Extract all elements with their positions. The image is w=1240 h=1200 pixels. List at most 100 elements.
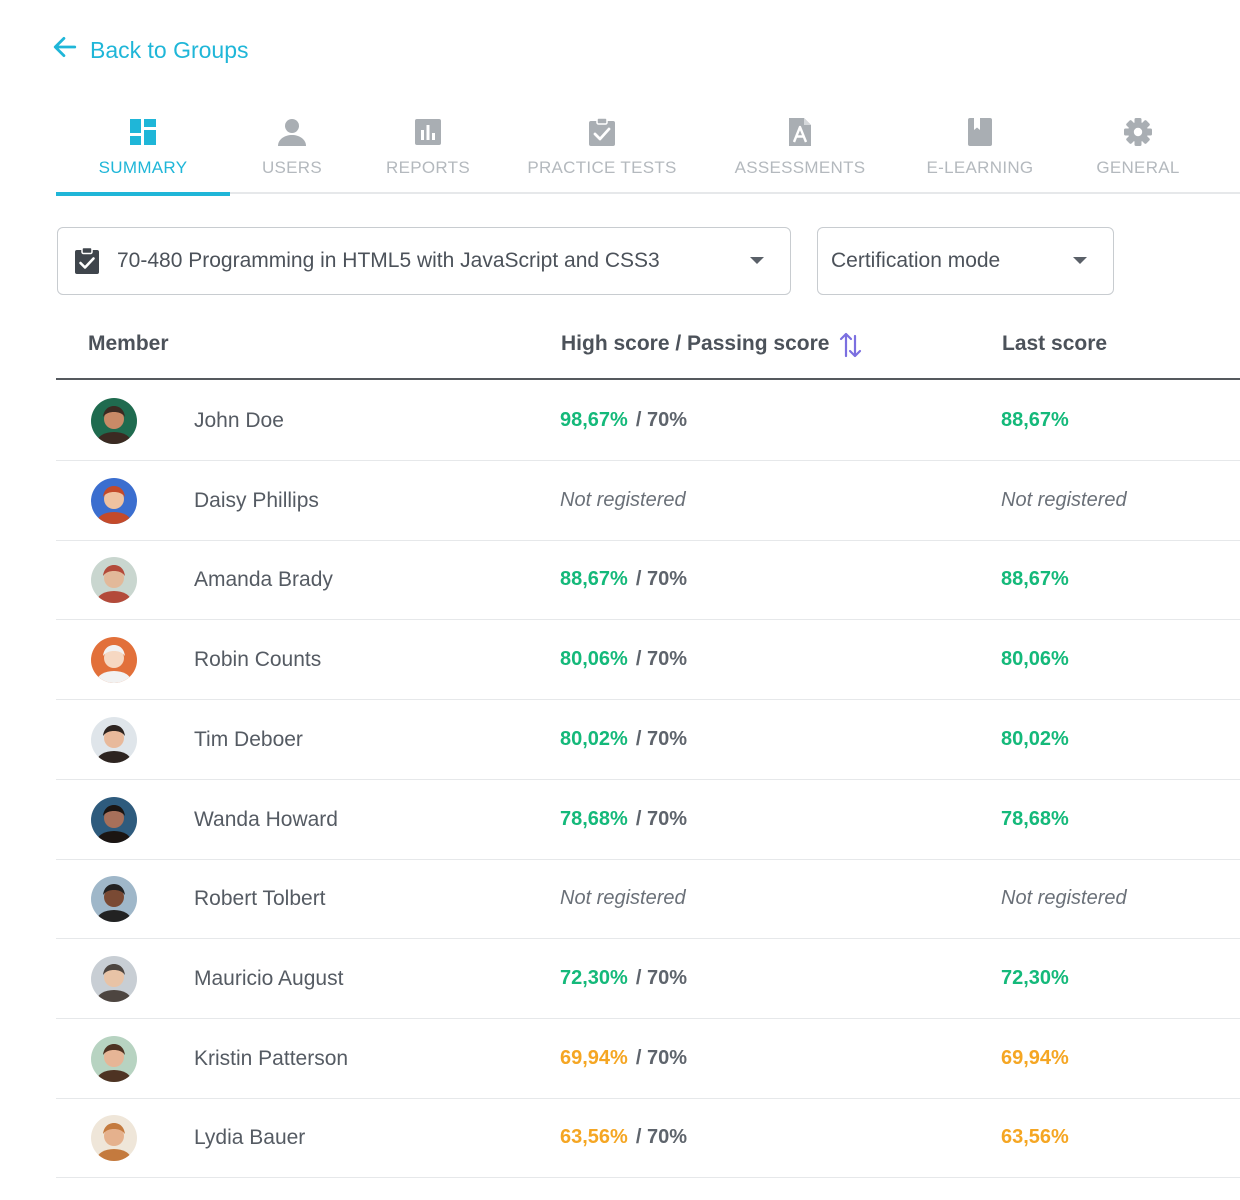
tab-summary[interactable]: SUMMARY (56, 108, 230, 196)
score-column-header[interactable]: High score / Passing score (561, 332, 830, 355)
last-score-value: Not registered (1001, 488, 1127, 511)
last-score-value: 78,68% (1001, 807, 1069, 830)
bar-chart-icon (412, 116, 444, 148)
tab-label: USERS (261, 158, 323, 177)
avatar (91, 1035, 137, 1082)
chevron-down-icon (1073, 257, 1087, 264)
avatar (91, 955, 137, 1002)
tab-general[interactable]: GENERAL (1092, 108, 1184, 194)
passing-score-value: / 70% (635, 1046, 687, 1069)
high-score-value: 69,94% (560, 1046, 628, 1069)
score-cell: 98,67% / 70% (560, 409, 687, 432)
last-score-value: 88,67% (1001, 568, 1069, 591)
avatar (91, 796, 137, 843)
high-score-value: 72,30% (560, 966, 628, 989)
avatar (91, 557, 137, 604)
arrow-left-icon (52, 34, 78, 66)
tab-label: GENERAL (1096, 158, 1180, 177)
table-row[interactable]: Tim Deboer 80,02% / 70% 80,02% (56, 700, 1240, 780)
last-score-value: 63,56% (1001, 1126, 1069, 1149)
gear-icon (1122, 116, 1154, 148)
high-score-value: 88,67% (560, 568, 628, 591)
back-link-label: Back to Groups (90, 36, 249, 63)
passing-score-value: / 70% (635, 807, 687, 830)
passing-score-value: / 70% (635, 1126, 687, 1149)
member-name: Tim Deboer (194, 727, 303, 751)
book-icon (964, 116, 996, 148)
table-row[interactable]: John Doe 98,67% / 70% 88,67% (56, 381, 1240, 461)
table-row[interactable]: Robert Tolbert Not registered Not register… (56, 859, 1240, 940)
exam-select[interactable]: 70-480 Programming in HTML5 with JavaScr… (57, 227, 791, 295)
table-row[interactable]: Wanda Howard 78,68% / 70% 78,68% (56, 780, 1240, 860)
member-name: Daisy Phillips (194, 488, 319, 512)
passing-score-value: / 70% (635, 966, 687, 989)
clipboard-check-icon (74, 246, 100, 281)
score-cell: 69,94% / 70% (560, 1047, 687, 1070)
tab-assessments[interactable]: ASSESSMENTS (726, 108, 874, 194)
member-name: John Doe (194, 409, 284, 432)
score-cell: 72,30% / 70% (560, 967, 687, 990)
member-name: Kristin Patterson (194, 1046, 349, 1070)
score-cell: 63,56% / 70% (560, 1126, 687, 1149)
high-score-value: 63,56% (560, 1126, 628, 1149)
passing-score-value: / 70% (635, 648, 687, 671)
last-score-value: 80,02% (1001, 727, 1069, 750)
last-score-value: 88,67% (1001, 409, 1069, 431)
sort-arrows-icon[interactable] (838, 330, 864, 360)
last-score-value: Not registered (1001, 887, 1127, 910)
member-name: Robin Counts (194, 648, 322, 672)
back-to-groups-link[interactable]: Back to Groups (52, 34, 249, 66)
table-row[interactable]: Kristin Patterson 69,94% / 70% 69,94% (56, 1019, 1240, 1099)
member-name: Robert Tolbert (194, 887, 326, 911)
high-score-value: 98,67% (560, 409, 628, 431)
member-name: Amanda Brady (194, 568, 333, 592)
score-cell: 88,67% / 70% (560, 568, 687, 591)
avatar (91, 876, 137, 923)
avatar (91, 1115, 137, 1162)
high-score-value: 78,68% (560, 807, 628, 830)
member-name: Wanda Howard (194, 807, 338, 831)
mode-select-value: Certification mode (831, 249, 1001, 272)
last-score-value: 80,06% (1001, 648, 1069, 671)
score-cell: 78,68% / 70% (560, 808, 687, 831)
tab-label: ASSESSMENTS (734, 158, 866, 177)
tab-reports[interactable]: REPORTS (378, 108, 478, 194)
tab-label: E-LEARNING (926, 158, 1034, 177)
tab-practice-tests[interactable]: PRACTICE TESTS (526, 108, 678, 194)
high-score-value: 80,02% (560, 727, 628, 750)
table-row[interactable]: Amanda Brady 88,67% / 70% 88,67% (56, 540, 1240, 621)
avatar (91, 716, 137, 763)
member-column-header: Member (88, 332, 169, 355)
avatar (91, 477, 137, 524)
avatar (91, 398, 137, 444)
score-cell: 80,02% / 70% (560, 728, 687, 751)
document-a-icon (784, 116, 816, 148)
table-row[interactable]: Daisy Phillips Not registered Not register… (56, 461, 1240, 541)
mode-select[interactable]: Certification mode (817, 227, 1114, 295)
clipboard-check-icon (586, 116, 618, 148)
last-score-value: 72,30% (1001, 966, 1069, 989)
user-icon (276, 116, 308, 148)
high-score-value: Not registered (560, 887, 686, 910)
exam-select-value: 70-480 Programming in HTML5 with JavaScr… (117, 249, 660, 272)
tab-e-learning[interactable]: E-LEARNING (920, 108, 1040, 194)
table-row[interactable]: Mauricio August 72,30% / 70% 72,30% (56, 939, 1240, 1019)
table-row[interactable]: Lydia Bauer 63,56% / 70% 63,56% (56, 1098, 1240, 1179)
last-score-column-header: Last score (1002, 332, 1108, 355)
passing-score-value: / 70% (635, 727, 687, 750)
tab-bar: SUMMARY USERS REPORTS PRACTICE TESTS ASS… (56, 108, 1240, 196)
table-row[interactable]: Robin Counts 80,06% / 70% 80,06% (56, 620, 1240, 701)
tab-label: REPORTS (386, 158, 470, 177)
table-header: Member High score / Passing score Last s… (56, 312, 1240, 380)
chevron-down-icon (750, 257, 764, 264)
passing-score-value: / 70% (635, 568, 687, 591)
tab-users[interactable]: USERS (246, 108, 338, 194)
dashboard-icon (127, 116, 159, 148)
high-score-value: 80,06% (560, 648, 628, 671)
avatar (91, 637, 137, 684)
tab-label: PRACTICE TESTS (527, 158, 677, 177)
passing-score-value: / 70% (635, 409, 687, 431)
high-score-value: Not registered (560, 488, 686, 511)
last-score-value: 69,94% (1001, 1046, 1069, 1069)
tab-label: SUMMARY (98, 158, 188, 177)
